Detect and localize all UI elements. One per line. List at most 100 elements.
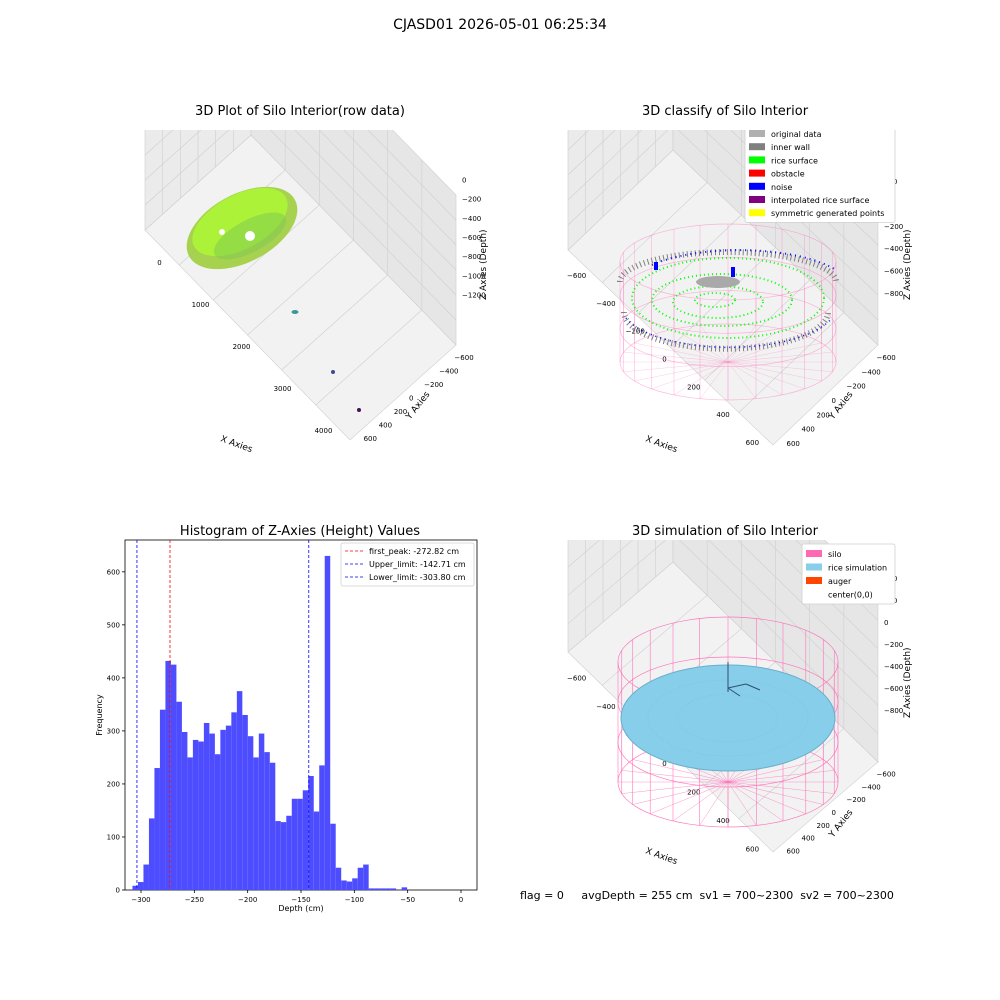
raw-z-tick: −1000 bbox=[462, 272, 486, 280]
classify-legend-swatch bbox=[749, 196, 765, 203]
classify-silo-spoke bbox=[727, 361, 822, 382]
raw-z-tick: −1200 bbox=[462, 291, 486, 299]
simulation-silo-spoke bbox=[632, 759, 729, 783]
histogram-y-tick-label: 0 bbox=[116, 887, 120, 895]
histogram-bar bbox=[297, 798, 303, 890]
histogram-bar bbox=[154, 768, 160, 890]
histogram-bar bbox=[198, 741, 204, 890]
simulation-x-tick: −400 bbox=[596, 703, 615, 711]
histogram-bar bbox=[231, 712, 237, 890]
raw-surface-points bbox=[186, 186, 298, 270]
raw-x-tick: 4000 bbox=[315, 427, 333, 435]
histogram-bar bbox=[368, 888, 375, 890]
svg-text:X Axies: X Axies bbox=[644, 846, 679, 867]
simulation-silo-spoke bbox=[727, 781, 806, 815]
svg-text:Z Axies (Depth): Z Axies (Depth) bbox=[479, 229, 489, 300]
classify-x-tick: 600 bbox=[746, 439, 759, 447]
histogram-y-tick-label: 400 bbox=[107, 674, 120, 682]
simulation-x-tick: 0 bbox=[662, 760, 666, 768]
histogram-y-tick-label: 500 bbox=[107, 621, 120, 629]
classify-legend-frame bbox=[744, 130, 896, 223]
simulation-y-tick: 200 bbox=[817, 822, 830, 830]
histogram-bar bbox=[225, 725, 232, 890]
histogram-legend-frame bbox=[340, 542, 475, 587]
histogram-bar bbox=[247, 736, 254, 890]
classify-noise bbox=[625, 249, 837, 349]
classify-legend-label: inner wall bbox=[771, 143, 810, 152]
histogram-y-ticks: 0 100 200 300 400 500 600 bbox=[107, 568, 125, 895]
histogram-bar bbox=[159, 709, 166, 890]
classify-y-tick: 200 bbox=[817, 411, 830, 419]
classify-x-tick: −600 bbox=[567, 272, 586, 280]
raw-y-tick: −600 bbox=[454, 354, 473, 362]
classify-legend-label: noise bbox=[771, 183, 792, 192]
simulation-silo-spoke bbox=[727, 781, 784, 822]
raw-grid-line bbox=[367, 130, 457, 221]
classify-grid-line bbox=[636, 214, 742, 316]
classify-y-tick: −400 bbox=[862, 368, 881, 376]
histogram-bar bbox=[236, 691, 243, 890]
histogram-bar bbox=[379, 888, 386, 890]
raw-z-tick: −800 bbox=[462, 253, 481, 261]
classify-silo-ring bbox=[619, 256, 837, 334]
simulation-silo-spoke bbox=[727, 781, 835, 794]
classify-silo-spoke bbox=[699, 361, 729, 399]
classify-legend: original data inner wall rice surface obsta… bbox=[744, 130, 896, 223]
classify-legend-swatch bbox=[749, 130, 765, 137]
classify-grid-line bbox=[670, 247, 776, 348]
raw-x-tick: 3000 bbox=[274, 385, 292, 393]
classify-legend-label: symmetric generated points bbox=[771, 209, 884, 218]
raw-grid-line bbox=[145, 130, 457, 246]
classify-grid-line bbox=[601, 182, 708, 283]
histogram-bar bbox=[302, 790, 309, 890]
histogram-bar bbox=[275, 821, 281, 890]
raw-y-tick: 0 bbox=[409, 395, 413, 403]
classify-silo-spoke bbox=[727, 361, 805, 390]
classify-z-tick: −600 bbox=[884, 268, 903, 276]
simulation-y-tick: 400 bbox=[802, 835, 815, 843]
raw-grid-line bbox=[315, 309, 423, 406]
histogram-bar bbox=[346, 881, 353, 890]
histogram-legend-label: Lower_limit: -303.80 cm bbox=[369, 573, 466, 582]
simulation-y-tick: 0 bbox=[832, 809, 836, 817]
simulation-z-tick: 0 bbox=[884, 619, 888, 627]
classify-x-tick: 200 bbox=[687, 383, 700, 391]
histogram-bar bbox=[220, 729, 226, 890]
simulation-z-tick: −800 bbox=[884, 707, 903, 715]
histogram-x-tick-label: −250 bbox=[185, 896, 204, 904]
classify-silo-spoke bbox=[673, 361, 729, 396]
histogram-bar bbox=[214, 754, 221, 890]
histogram-ylabel: Frequency bbox=[95, 694, 104, 736]
histogram-bar bbox=[308, 775, 314, 890]
classify-legend-swatch bbox=[749, 209, 765, 217]
raw-z-tick: 0 bbox=[462, 177, 466, 185]
histogram-xlabel: Depth (cm) bbox=[278, 904, 323, 913]
svg-text:X Axies: X Axies bbox=[219, 434, 254, 455]
simulation-silo-spoke bbox=[699, 781, 729, 826]
simulation-legend-label: silo bbox=[828, 550, 842, 559]
histogram-bar bbox=[401, 887, 408, 890]
classify-silo-spoke bbox=[651, 361, 729, 390]
simulation-legend-swatch bbox=[806, 563, 822, 571]
histogram-bars bbox=[132, 555, 408, 890]
histogram-x-tick-label: −150 bbox=[291, 896, 310, 904]
raw-y-tick: 400 bbox=[379, 422, 392, 430]
svg-text:Z Axies (Depth): Z Axies (Depth) bbox=[903, 647, 913, 718]
histogram-y-tick-label: 200 bbox=[107, 780, 120, 788]
raw-y-tick: −200 bbox=[424, 381, 443, 389]
classify-silo-spoke bbox=[727, 325, 757, 363]
classify-z-tick: −400 bbox=[884, 245, 903, 253]
histogram-bar bbox=[280, 822, 287, 890]
simulation-x-tick: −600 bbox=[567, 674, 586, 682]
histogram-bar bbox=[341, 880, 347, 890]
histogram-bar bbox=[352, 878, 358, 890]
simulation-silo-spoke bbox=[621, 770, 729, 783]
classify-z-tick: −800 bbox=[884, 290, 903, 298]
simulation-x-tick: 400 bbox=[716, 817, 729, 825]
classify-silo-spoke bbox=[623, 351, 729, 363]
histogram-legend-label: Upper_limit: -142.71 cm bbox=[369, 560, 466, 569]
raw-y-tick: 200 bbox=[394, 408, 407, 416]
simulation-silo-spoke bbox=[727, 759, 824, 783]
raw-grid-line bbox=[247, 239, 354, 336]
classify-rice-surface bbox=[631, 257, 825, 339]
